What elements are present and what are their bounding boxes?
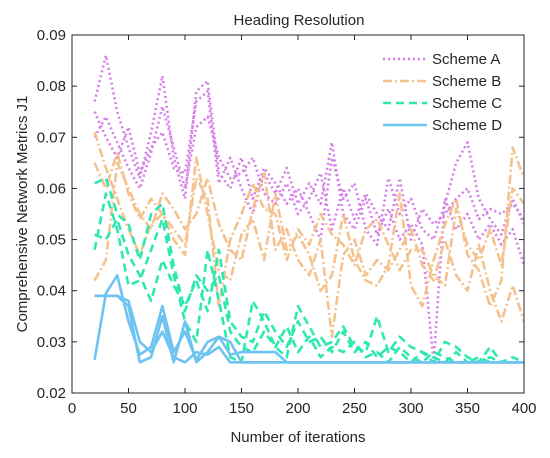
x-tick-label: 200: [285, 400, 310, 417]
tick-layer: 0 50 100 150 200 250 300 350 400 0.02 0.03 0.04 0.05…: [37, 27, 537, 417]
legend-label: Scheme C: [432, 95, 502, 112]
series-line-scheme-d-run-3: [94, 294, 524, 364]
y-tick-label: 0.09: [37, 27, 66, 44]
x-tick-label: 150: [229, 400, 254, 417]
x-tick-label: 0: [68, 400, 76, 417]
x-tick-label: 350: [455, 400, 480, 417]
legend-label: Scheme B: [432, 73, 501, 90]
series-line-scheme-b-run-3: [93, 151, 524, 308]
y-tick-label: 0.04: [37, 283, 66, 300]
series-line-scheme-c-run-2: [94, 176, 524, 364]
legend-label: Scheme A: [432, 51, 500, 68]
x-tick-label: 250: [342, 400, 367, 417]
y-tick-label: 0.03: [37, 334, 66, 351]
chart-title: Heading Resolution: [234, 12, 365, 29]
series-line-scheme-b-run-2: [93, 161, 524, 339]
x-tick-label: 50: [120, 400, 137, 417]
series-line-scheme-c-run-3: [94, 217, 524, 364]
series-line-scheme-c-run-1: [93, 192, 524, 364]
y-tick-label: 0.05: [37, 232, 66, 249]
x-tick-label: 300: [398, 400, 423, 417]
x-axis-title: Number of iterations: [230, 429, 365, 446]
y-axis-title: Comprehensive Network Metrics J1: [14, 96, 31, 333]
x-tick-label: 100: [172, 400, 197, 417]
x-tick-label: 400: [511, 400, 536, 417]
series-line-scheme-a-run-3: [93, 90, 524, 364]
y-tick-label: 0.07: [37, 129, 66, 146]
series-line-scheme-a-run-2: [93, 105, 524, 241]
legend-label: Scheme D: [432, 117, 502, 134]
y-tick-label: 0.06: [37, 180, 66, 197]
y-tick-label: 0.08: [37, 78, 66, 95]
series-layer: [93, 54, 524, 364]
y-tick-label: 0.02: [37, 385, 66, 402]
legend: Scheme A Scheme B Scheme C Scheme D: [377, 43, 517, 141]
